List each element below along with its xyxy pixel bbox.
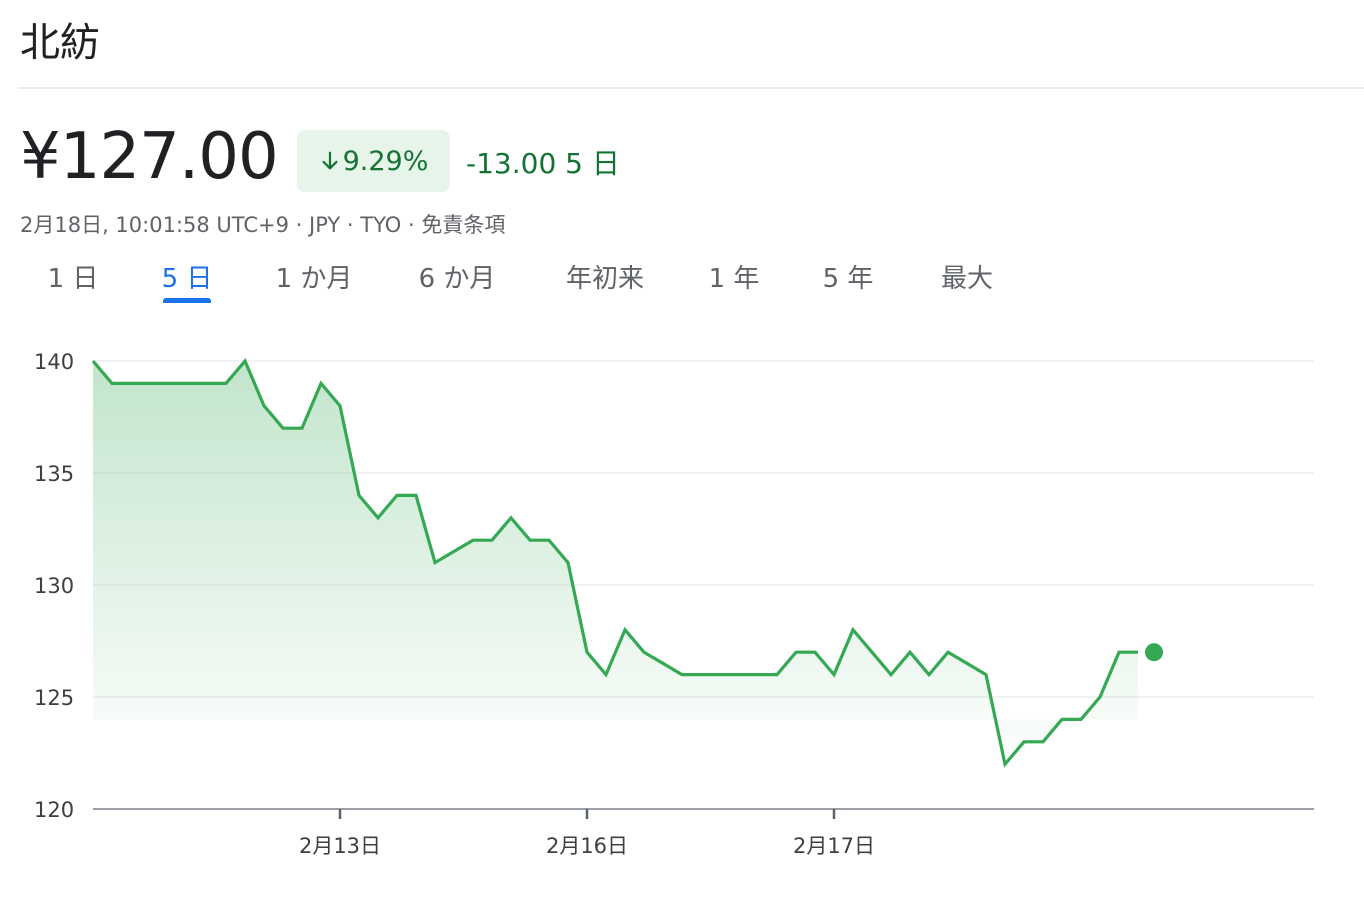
tab-ytd[interactable]: 年初来 <box>565 264 645 294</box>
y-tick-label: 135 <box>34 462 74 486</box>
y-tick-label: 125 <box>34 686 74 710</box>
tab-5d[interactable]: 5 日 <box>161 264 213 294</box>
stock-name: 北紡 <box>20 20 100 66</box>
y-tick-label: 130 <box>34 574 74 598</box>
x-tick-label: 2月13日 <box>299 834 381 858</box>
tab-max[interactable]: 最大 <box>940 264 994 294</box>
current-price: ¥127.00 <box>20 120 279 194</box>
price-area <box>93 361 1138 765</box>
header-divider <box>18 87 1364 89</box>
x-tick-label: 2月17日 <box>793 834 875 858</box>
range-tabs: 1 日 5 日 1 か月 6 か月 年初来 1 年 5 年 最大 <box>0 258 1364 308</box>
x-tick-label: 2月16日 <box>546 834 628 858</box>
price-chart[interactable]: 120 125 130 135 140 2月13日 2月16日 2月17日 <box>0 320 1364 880</box>
tab-5y[interactable]: 5 年 <box>822 264 874 294</box>
tab-1y[interactable]: 1 年 <box>708 264 760 294</box>
change-percent: 9.29% <box>342 145 429 177</box>
tab-6m[interactable]: 6 か月 <box>418 264 496 294</box>
price-line <box>91 357 1138 768</box>
change-percent-badge: 9.29% <box>297 130 450 192</box>
tab-1d[interactable]: 1 日 <box>47 264 99 294</box>
active-tab-indicator <box>163 298 211 303</box>
arrow-down-icon <box>322 151 338 170</box>
y-tick-label: 120 <box>34 798 74 822</box>
tab-1m[interactable]: 1 か月 <box>275 264 353 294</box>
quote-meta: 2月18日, 10:01:58 UTC+9 · JPY · TYO · 免責条項 <box>20 213 506 237</box>
y-tick-label: 140 <box>34 350 74 374</box>
change-absolute: -13.00 5 日 <box>466 147 620 180</box>
last-price-dot <box>1145 643 1163 662</box>
